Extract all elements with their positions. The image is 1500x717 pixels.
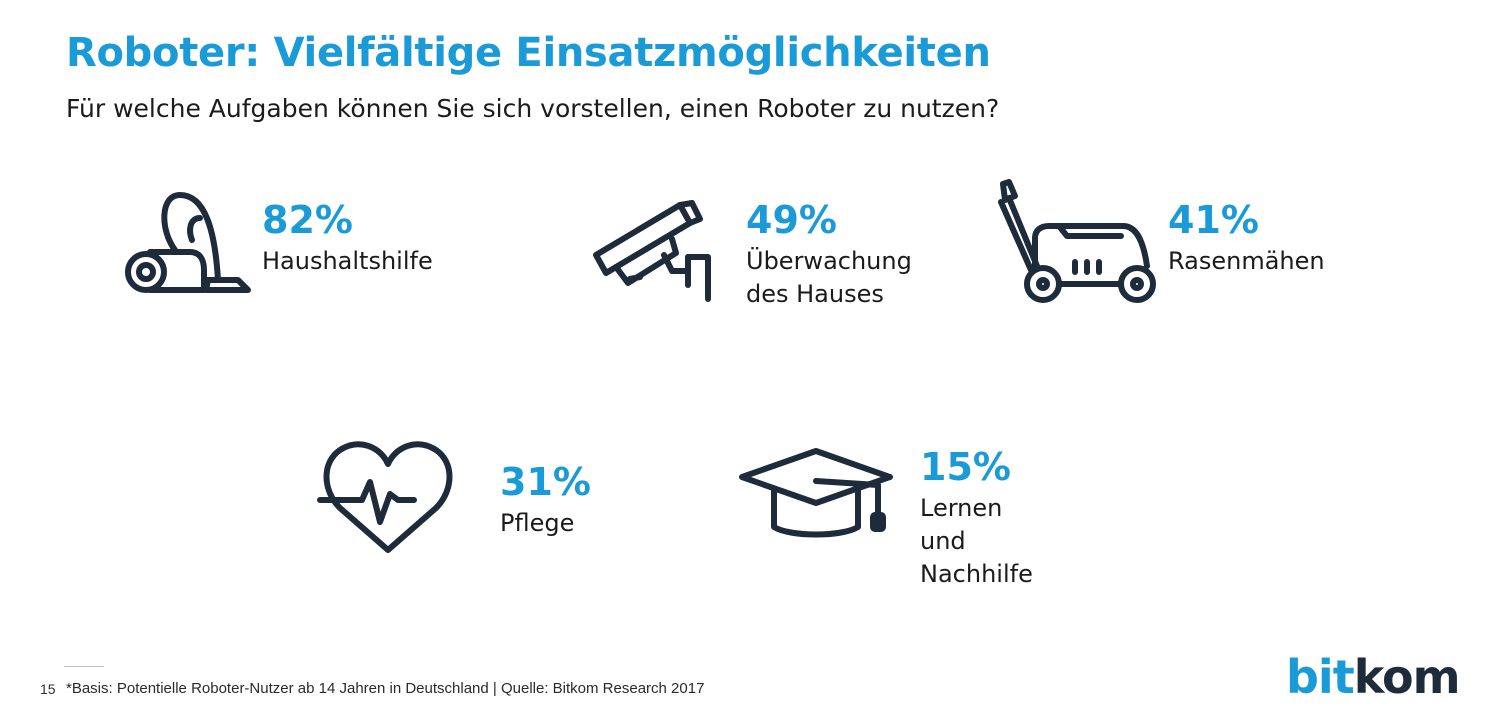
stat-label: Haushaltshilfe xyxy=(262,247,433,275)
footer-divider xyxy=(64,666,104,667)
bitkom-logo: bitkom xyxy=(1286,650,1461,704)
security-camera-icon xyxy=(588,195,718,305)
stat-label: Lernen und Nachhilfe xyxy=(920,494,1033,588)
heartbeat-icon xyxy=(317,438,458,558)
logo-part-kom: kom xyxy=(1353,650,1461,704)
stat-value: 49% xyxy=(746,198,837,242)
stat-value: 41% xyxy=(1168,198,1259,242)
stat-value: 82% xyxy=(262,198,353,242)
logo-part-bit: bit xyxy=(1286,650,1355,704)
page-number: 15 xyxy=(40,681,56,697)
page-title: Roboter: Vielfältige Einsatzmöglichkeite… xyxy=(66,30,991,76)
page-subtitle: Für welche Aufgaben können Sie sich vors… xyxy=(66,94,1000,123)
stat-label: Pflege xyxy=(500,509,575,537)
stat-label: Überwachung des Hauses xyxy=(746,247,912,308)
stat-value: 15% xyxy=(920,445,1011,489)
vacuum-cleaner-icon xyxy=(120,190,255,300)
lawn-mower-icon xyxy=(995,178,1160,308)
stat-label: Rasenmähen xyxy=(1168,247,1325,275)
graduation-cap-icon xyxy=(739,445,893,545)
source-footnote: *Basis: Potentielle Roboter-Nutzer ab 14… xyxy=(66,680,705,697)
stat-value: 31% xyxy=(500,460,591,504)
